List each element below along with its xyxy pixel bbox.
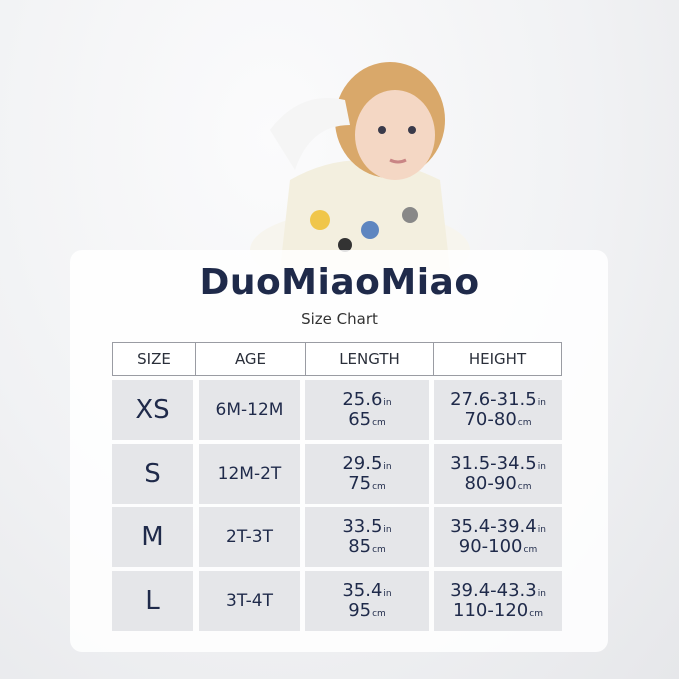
unit-cm: cm [523,545,538,555]
size-label: XS [135,394,170,425]
cell-age: 2T-3T [199,507,300,567]
size-label: M [141,521,164,552]
length-inches: 29.5 [342,453,383,475]
unit-cm: cm [372,418,386,428]
subtitle: Size Chart [301,310,378,328]
length-cm: 85 [348,536,372,557]
length-inches: 25.6 [342,389,383,411]
unit-cm: cm [529,609,543,619]
height-inches: 31.5-34.5 [450,453,537,475]
unit-cm: cm [517,482,532,492]
unit-cm: cm [372,609,386,619]
height-inches: 27.6-31.5 [450,389,537,411]
cell-length: 33.5in 85cm [305,507,429,567]
cell-age: 6M-12M [199,380,300,440]
unit-in: in [383,589,392,600]
cell-height: 31.5-34.5in 80-90cm [434,444,562,504]
unit-cm: cm [372,545,386,555]
cell-size: S [112,444,193,504]
size-label: L [145,585,160,616]
cell-age: 3T-4T [199,571,300,631]
cell-height: 35.4-39.4in 90-100cm [434,507,562,567]
height-cm: 80-90 [464,473,517,494]
age-range: 12M-2T [217,463,282,484]
cell-age: 12M-2T [199,444,300,504]
unit-in: in [537,462,546,473]
length-inches: 33.5 [342,516,383,538]
unit-in: in [537,398,546,409]
cell-length: 25.6in 65cm [305,380,429,440]
age-range: 3T-4T [226,590,273,611]
header-size: SIZE [112,342,196,376]
age-range: 6M-12M [215,399,284,420]
header-age: AGE [195,342,306,376]
unit-in: in [537,589,546,600]
cell-size: XS [112,380,193,440]
cell-size: M [112,507,193,567]
unit-cm: cm [372,482,386,492]
unit-in: in [383,398,392,409]
cell-size: L [112,571,193,631]
height-cm: 70-80 [464,409,517,430]
length-cm: 95 [348,600,372,621]
age-range: 2T-3T [226,526,273,547]
cell-length: 35.4in 95cm [305,571,429,631]
unit-in: in [383,462,392,473]
cell-height: 39.4-43.3in 110-120cm [434,571,562,631]
cell-height: 27.6-31.5in 70-80cm [434,380,562,440]
length-inches: 35.4 [342,580,383,602]
unit-in: in [537,525,546,536]
unit-cm: cm [517,418,532,428]
height-inches: 35.4-39.4 [450,516,537,538]
unit-in: in [383,525,392,536]
height-inches: 39.4-43.3 [450,580,537,602]
header-length: LENGTH [305,342,434,376]
cell-length: 29.5in 75cm [305,444,429,504]
child-photo [250,62,470,270]
height-cm: 110-120 [453,600,529,621]
header-height: HEIGHT [433,342,562,376]
length-cm: 75 [348,473,372,494]
height-cm: 90-100 [458,536,523,557]
size-label: S [144,458,161,489]
length-cm: 65 [348,409,372,430]
brand-logo: DuoMiaoMiao [199,262,480,303]
